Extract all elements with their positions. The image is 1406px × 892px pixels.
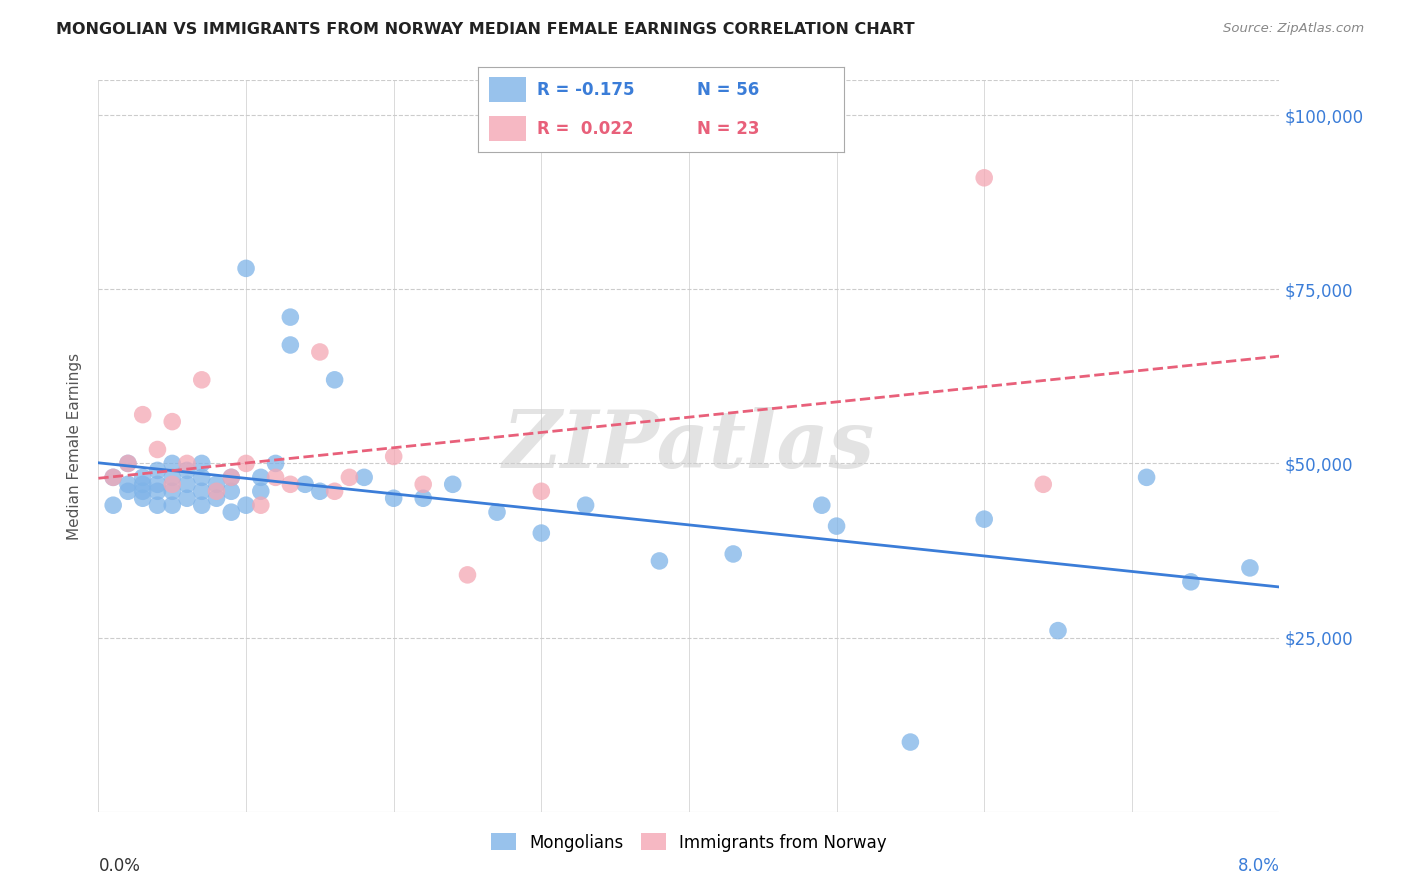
Text: ZIPatlas: ZIPatlas bbox=[503, 408, 875, 484]
Point bbox=[811, 498, 834, 512]
Point bbox=[205, 484, 228, 499]
Point bbox=[205, 477, 228, 491]
Point bbox=[146, 477, 169, 491]
Point bbox=[900, 735, 922, 749]
Point bbox=[176, 491, 198, 506]
Point bbox=[723, 547, 745, 561]
Point bbox=[280, 477, 302, 491]
Point bbox=[973, 170, 995, 185]
Point bbox=[264, 457, 287, 471]
Point bbox=[132, 477, 155, 491]
Point bbox=[250, 498, 273, 512]
Point bbox=[117, 457, 139, 471]
Point bbox=[280, 310, 302, 325]
Point bbox=[250, 484, 273, 499]
Point bbox=[235, 457, 257, 471]
Point bbox=[412, 477, 434, 491]
Point bbox=[162, 484, 183, 499]
Point bbox=[191, 484, 214, 499]
Point bbox=[530, 484, 553, 499]
Point bbox=[146, 463, 169, 477]
Point bbox=[205, 491, 228, 506]
Point bbox=[162, 470, 183, 484]
Point bbox=[280, 338, 302, 352]
Point bbox=[191, 498, 214, 512]
Point bbox=[117, 477, 139, 491]
Point bbox=[117, 457, 139, 471]
Point bbox=[221, 470, 243, 484]
Point bbox=[221, 470, 243, 484]
Point bbox=[117, 484, 139, 499]
Y-axis label: Median Female Earnings: Median Female Earnings bbox=[67, 352, 83, 540]
Point bbox=[146, 484, 169, 499]
Point bbox=[575, 498, 598, 512]
Point bbox=[353, 470, 375, 484]
Point bbox=[176, 463, 198, 477]
Point bbox=[191, 457, 214, 471]
Point bbox=[103, 470, 125, 484]
Point bbox=[457, 567, 479, 582]
Point bbox=[235, 261, 257, 276]
Text: N = 56: N = 56 bbox=[697, 81, 759, 99]
Point bbox=[146, 442, 169, 457]
Point bbox=[162, 457, 183, 471]
Text: Source: ZipAtlas.com: Source: ZipAtlas.com bbox=[1223, 22, 1364, 36]
Point bbox=[176, 477, 198, 491]
Text: N = 23: N = 23 bbox=[697, 120, 759, 137]
Point bbox=[191, 373, 214, 387]
Text: MONGOLIAN VS IMMIGRANTS FROM NORWAY MEDIAN FEMALE EARNINGS CORRELATION CHART: MONGOLIAN VS IMMIGRANTS FROM NORWAY MEDI… bbox=[56, 22, 915, 37]
Point bbox=[309, 345, 332, 359]
Point bbox=[235, 498, 257, 512]
Point bbox=[648, 554, 671, 568]
Text: 0.0%: 0.0% bbox=[98, 857, 141, 875]
Point bbox=[382, 491, 405, 506]
Point bbox=[486, 505, 509, 519]
Point bbox=[162, 415, 183, 429]
Point bbox=[1032, 477, 1054, 491]
Point bbox=[825, 519, 848, 533]
Point bbox=[412, 491, 434, 506]
Point bbox=[530, 526, 553, 541]
Point bbox=[221, 484, 243, 499]
Point bbox=[132, 491, 155, 506]
Point bbox=[176, 457, 198, 471]
Legend: Mongolians, Immigrants from Norway: Mongolians, Immigrants from Norway bbox=[485, 827, 893, 858]
Point bbox=[132, 484, 155, 499]
Point bbox=[162, 477, 183, 491]
Point bbox=[309, 484, 332, 499]
Point bbox=[264, 470, 287, 484]
Point bbox=[146, 498, 169, 512]
Point bbox=[191, 470, 214, 484]
Bar bbox=[489, 116, 526, 142]
Point bbox=[339, 470, 361, 484]
Point bbox=[973, 512, 995, 526]
Point bbox=[1239, 561, 1261, 575]
Point bbox=[323, 373, 346, 387]
Point bbox=[323, 484, 346, 499]
Point bbox=[250, 470, 273, 484]
Point bbox=[132, 470, 155, 484]
Text: R =  0.022: R = 0.022 bbox=[537, 120, 633, 137]
Point bbox=[382, 450, 405, 464]
Point bbox=[103, 498, 125, 512]
Point bbox=[294, 477, 316, 491]
Point bbox=[221, 505, 243, 519]
Text: R = -0.175: R = -0.175 bbox=[537, 81, 634, 99]
Point bbox=[1180, 574, 1202, 589]
Point bbox=[103, 470, 125, 484]
Point bbox=[162, 498, 183, 512]
Point bbox=[132, 408, 155, 422]
Text: 8.0%: 8.0% bbox=[1237, 857, 1279, 875]
Point bbox=[1046, 624, 1070, 638]
Bar bbox=[489, 77, 526, 103]
Point bbox=[441, 477, 464, 491]
Point bbox=[1136, 470, 1159, 484]
